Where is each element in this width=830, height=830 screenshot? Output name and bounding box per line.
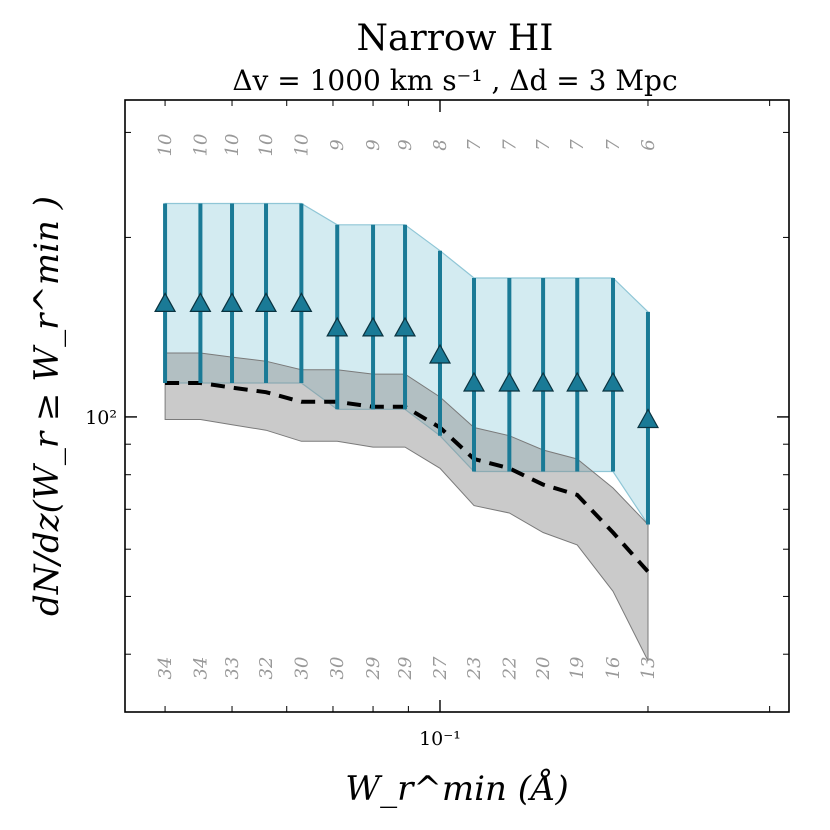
data-point-marker (254, 292, 278, 312)
bottom-count-label: 19 (567, 657, 588, 680)
data-point-marker (290, 292, 313, 312)
data-point-marker (428, 343, 452, 364)
top-count-label: 9 (327, 139, 348, 150)
data-point-marker (566, 371, 589, 392)
bottom-count-label: 29 (395, 657, 416, 681)
data-point-marker (532, 371, 555, 392)
bottom-count-label: 30 (291, 657, 312, 680)
data-point-marker (326, 316, 349, 337)
data-point-marker (220, 292, 244, 312)
bottom-count-label: 29 (363, 657, 384, 681)
data-point-marker (636, 408, 660, 429)
top-count-label: 10 (190, 134, 211, 157)
top-count-label: 7 (464, 139, 485, 151)
y-axis-label: dN/dz(W_r ≥ W_r^min ) (27, 196, 67, 616)
bottom-count-label: 30 (327, 657, 348, 680)
bottom-count-label: 34 (190, 657, 211, 680)
data-point-marker (498, 371, 521, 392)
top-count-label: 10 (256, 134, 277, 157)
chart-subtitle: Δv = 1000 km s⁻¹ , Δd = 3 Mpc (232, 64, 677, 97)
bottom-count-label: 33 (222, 657, 243, 680)
data-point-marker (462, 371, 486, 392)
bottom-count-label: 13 (638, 657, 659, 680)
top-count-label: 7 (533, 139, 554, 151)
top-count-label: 6 (638, 139, 659, 150)
bottom-count-label: 22 (499, 657, 520, 681)
top-count-label: 7 (603, 139, 624, 151)
chart-title: Narrow HI (357, 18, 554, 59)
bottom-count-label: 27 (430, 656, 451, 680)
x-tick-label: 10⁻¹ (419, 728, 461, 750)
top-count-label: 7 (499, 139, 520, 151)
y-tick-label: 10² (85, 407, 117, 429)
top-count-label: 9 (363, 139, 384, 150)
top-count-label: 10 (291, 134, 312, 157)
bottom-count-label: 23 (464, 657, 485, 681)
data-point-marker (154, 292, 177, 312)
bottom-count-label: 34 (155, 657, 176, 680)
top-count-label: 7 (567, 139, 588, 151)
bottom-count-label: 16 (603, 657, 624, 680)
data-point-marker (361, 316, 385, 337)
data-point-marker (393, 316, 417, 337)
data-point-marker (189, 292, 212, 312)
data-point-marker (601, 371, 625, 392)
bottom-count-label: 20 (533, 657, 554, 681)
plot-area: 10⁻¹ 10² 10 34 10 34 10 33 10 32 10 30 9 30 9 29 9 29 8 27 7… (85, 100, 789, 750)
top-count-label: 9 (395, 139, 416, 150)
plot-frame (124, 99, 790, 713)
x-axis-label: W_r^min (Å) (345, 768, 569, 809)
top-count-label: 10 (222, 134, 243, 157)
bottom-count-label: 32 (256, 657, 277, 680)
top-count-label: 10 (155, 134, 176, 157)
top-count-label: 8 (430, 139, 451, 150)
